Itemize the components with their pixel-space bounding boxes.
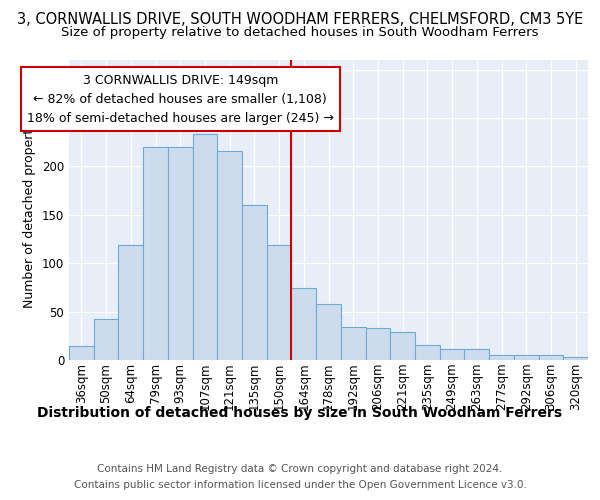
Bar <box>489 355 514 360</box>
Bar <box>341 327 365 360</box>
Bar <box>168 147 193 360</box>
Bar <box>242 205 267 360</box>
Y-axis label: Number of detached properties: Number of detached properties <box>23 112 37 308</box>
Bar <box>563 357 588 360</box>
Text: 3, CORNWALLIS DRIVE, SOUTH WOODHAM FERRERS, CHELMSFORD, CM3 5YE: 3, CORNWALLIS DRIVE, SOUTH WOODHAM FERRE… <box>17 12 583 28</box>
Text: Size of property relative to detached houses in South Woodham Ferrers: Size of property relative to detached ho… <box>61 26 539 39</box>
Text: 3 CORNWALLIS DRIVE: 149sqm
← 82% of detached houses are smaller (1,108)
18% of s: 3 CORNWALLIS DRIVE: 149sqm ← 82% of deta… <box>27 74 334 124</box>
Text: Contains public sector information licensed under the Open Government Licence v3: Contains public sector information licen… <box>74 480 526 490</box>
Text: Contains HM Land Registry data © Crown copyright and database right 2024.: Contains HM Land Registry data © Crown c… <box>97 464 503 474</box>
Bar <box>193 134 217 360</box>
Bar <box>267 245 292 360</box>
Bar <box>292 288 316 360</box>
Bar <box>316 304 341 360</box>
Bar <box>94 320 118 360</box>
Bar <box>365 328 390 360</box>
Bar <box>415 344 440 360</box>
Bar <box>464 350 489 360</box>
Bar <box>440 350 464 360</box>
Bar <box>118 245 143 360</box>
Bar <box>69 346 94 360</box>
Bar <box>514 355 539 360</box>
Bar <box>539 355 563 360</box>
Text: Distribution of detached houses by size in South Woodham Ferrers: Distribution of detached houses by size … <box>37 406 563 419</box>
Bar <box>143 147 168 360</box>
Bar <box>390 332 415 360</box>
Bar <box>217 151 242 360</box>
